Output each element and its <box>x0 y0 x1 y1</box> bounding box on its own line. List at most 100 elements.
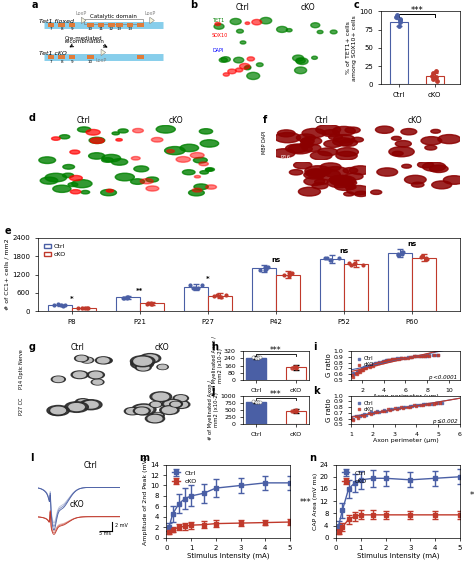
Circle shape <box>75 398 91 405</box>
Text: j: j <box>211 386 214 396</box>
Bar <box>116 297 140 311</box>
Text: 11: 11 <box>99 27 103 31</box>
Text: 7: 7 <box>50 60 53 64</box>
Circle shape <box>438 135 461 144</box>
Point <box>123 293 131 302</box>
Text: ns: ns <box>408 242 417 247</box>
Circle shape <box>355 191 368 196</box>
cKO <box>415 352 422 361</box>
Ctrl <box>406 401 414 410</box>
Text: 8: 8 <box>60 27 63 31</box>
Text: DAPI: DAPI <box>212 48 223 53</box>
Circle shape <box>89 153 105 159</box>
cKO <box>412 401 420 410</box>
Circle shape <box>146 186 159 191</box>
Ctrl <box>408 401 416 410</box>
Point <box>292 406 300 415</box>
Point <box>400 247 407 256</box>
Text: ***: *** <box>270 390 282 399</box>
Point <box>254 354 262 363</box>
Point <box>395 22 402 31</box>
Point <box>125 293 132 302</box>
Circle shape <box>63 165 74 169</box>
Circle shape <box>334 135 355 143</box>
Circle shape <box>151 413 164 418</box>
Point <box>327 256 335 265</box>
Circle shape <box>316 125 341 135</box>
Circle shape <box>71 371 88 379</box>
Ctrl <box>350 414 357 423</box>
Text: MBP DAPI: MBP DAPI <box>263 131 267 154</box>
Circle shape <box>101 158 113 162</box>
Circle shape <box>90 138 104 143</box>
Bar <box>58 23 65 27</box>
Ctrl <box>354 368 362 377</box>
Ctrl <box>356 412 364 421</box>
Legend: Ctrl, cKO: Ctrl, cKO <box>170 468 200 487</box>
Bar <box>69 23 75 27</box>
Ctrl <box>438 398 446 407</box>
Text: cKO: cKO <box>408 116 422 125</box>
Circle shape <box>133 128 143 133</box>
cKO <box>388 355 395 365</box>
cKO <box>404 353 411 362</box>
Text: h: h <box>211 342 218 352</box>
Circle shape <box>199 162 209 166</box>
Circle shape <box>192 188 202 192</box>
Circle shape <box>275 132 301 143</box>
Point <box>397 14 404 23</box>
cKO <box>382 357 390 366</box>
Circle shape <box>175 396 186 401</box>
Circle shape <box>425 145 437 150</box>
Circle shape <box>200 171 209 174</box>
Point <box>261 265 269 274</box>
Ctrl <box>432 350 440 359</box>
Circle shape <box>322 130 339 136</box>
Legend: Ctrl, cKO: Ctrl, cKO <box>354 398 376 414</box>
Text: 9: 9 <box>71 27 73 31</box>
Point <box>252 353 260 362</box>
cKO <box>353 370 360 379</box>
Point <box>249 397 257 406</box>
Point <box>249 352 257 361</box>
Text: e: e <box>4 226 11 236</box>
Circle shape <box>341 180 356 186</box>
Text: Tet1 floxed: Tet1 floxed <box>39 19 74 24</box>
Text: Tet1 cKO: Tet1 cKO <box>39 51 67 55</box>
Circle shape <box>158 365 167 369</box>
Point <box>119 293 127 302</box>
Ctrl <box>353 367 360 376</box>
Circle shape <box>330 175 356 186</box>
Legend: Ctrl, cKO: Ctrl, cKO <box>41 241 68 260</box>
Circle shape <box>315 179 328 185</box>
Text: CC1 SOX10: CC1 SOX10 <box>26 147 31 175</box>
Circle shape <box>131 157 140 160</box>
Circle shape <box>330 177 341 182</box>
Circle shape <box>317 31 323 33</box>
Ctrl <box>426 351 433 360</box>
Bar <box>344 264 368 311</box>
cKO <box>359 366 367 375</box>
cKO <box>363 364 370 373</box>
cKO <box>368 361 375 370</box>
cKO <box>400 354 407 363</box>
Bar <box>137 23 144 27</box>
Point <box>74 303 82 312</box>
Text: 8: 8 <box>60 60 63 64</box>
Circle shape <box>189 190 204 196</box>
Ctrl <box>369 409 377 418</box>
Legend: Ctrl, cKO: Ctrl, cKO <box>354 354 376 370</box>
Text: TET1: TET1 <box>212 18 224 23</box>
Circle shape <box>106 189 113 192</box>
cKO <box>379 358 386 367</box>
Circle shape <box>40 177 58 184</box>
Point <box>292 363 300 372</box>
Ctrl <box>379 357 386 366</box>
Text: m: m <box>139 453 149 463</box>
Ctrl <box>389 405 396 414</box>
Circle shape <box>314 169 340 180</box>
Ctrl <box>395 404 403 413</box>
Point <box>252 398 260 407</box>
Ctrl <box>404 353 411 362</box>
Circle shape <box>153 413 163 418</box>
